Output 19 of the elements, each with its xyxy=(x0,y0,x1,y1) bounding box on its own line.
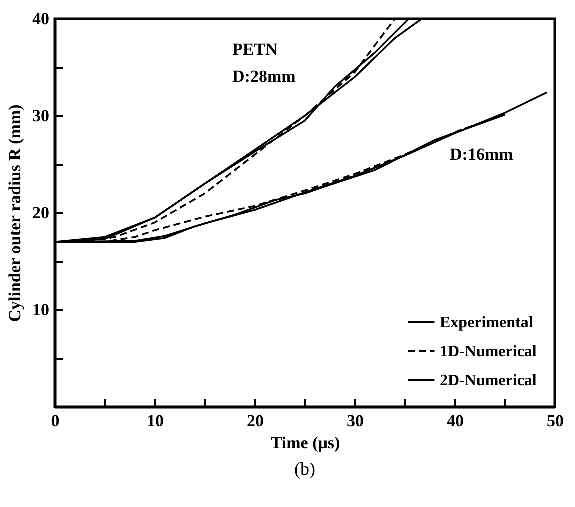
text: (b) xyxy=(294,459,316,479)
x-tick-label: 40 xyxy=(447,412,464,430)
x-tick-label: 30 xyxy=(347,412,364,430)
legend-label: Experimental xyxy=(440,314,534,332)
legend-label: 1D-Numerical xyxy=(440,344,538,360)
y-tick-label: 20 xyxy=(32,204,50,222)
annotation: D:28mm xyxy=(232,67,296,86)
annotation: PETN xyxy=(232,40,279,60)
x-tick-label: 0 xyxy=(51,412,60,430)
y-tick-label: 10 xyxy=(32,300,50,320)
x-tick-label: 50 xyxy=(547,412,564,430)
y-tick-label: 40 xyxy=(32,10,50,28)
legend-label: 2D-Numerical xyxy=(440,372,538,390)
x-tick-label: 10 xyxy=(147,412,164,430)
y-axis-title: Cylinder outer radius R (mm) xyxy=(6,104,24,322)
x-axis-title: Time (μs) xyxy=(270,434,340,452)
annotation: D:16mm xyxy=(450,144,514,164)
y-tick-label: 30 xyxy=(32,106,50,126)
x-tick-label: 20 xyxy=(247,412,264,430)
